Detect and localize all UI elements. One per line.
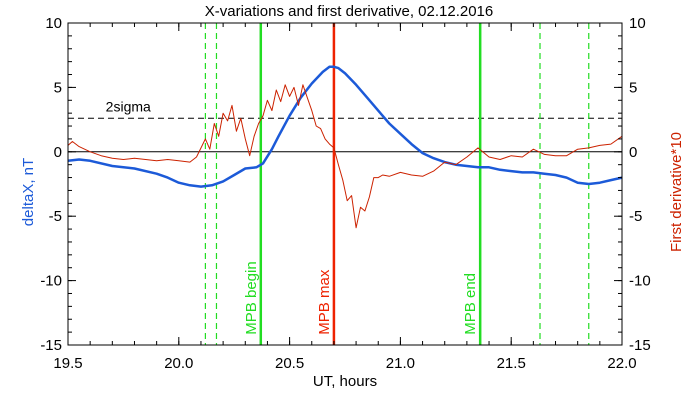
y-tick-label-right: -10 — [629, 273, 651, 290]
y-tick-label-right: 5 — [629, 79, 637, 96]
chart-title: X-variations and first derivative, 02.12… — [205, 3, 494, 20]
y-axis-label-right: First derivative*10 — [668, 132, 685, 252]
y-tick-label-left: -5 — [49, 208, 62, 225]
plot-area: 2sigma MPB begin MPB max MPB end 19.5 20.0 20.… — [40, 15, 650, 372]
plot-frame — [67, 22, 623, 346]
x-tick-label: 21.0 — [386, 355, 415, 372]
y-tick-label-right: -15 — [629, 337, 651, 354]
y-tick-label-left: -10 — [40, 273, 62, 290]
x-tick-label: 22.0 — [607, 355, 636, 372]
x-tick-label: 20.5 — [275, 355, 304, 372]
y-tick-label-right: 0 — [629, 144, 637, 161]
x-tick-label: 19.5 — [53, 355, 82, 372]
y-tick-label-right: 10 — [629, 15, 646, 32]
marker-label: MPB end — [462, 273, 479, 335]
y-tick-label-left: 0 — [54, 144, 62, 161]
marker-label: MPB begin — [243, 261, 260, 334]
x-axis-label: UT, hours — [313, 373, 377, 390]
series-line-deltaX — [67, 65, 623, 188]
y-tick-label-left: 5 — [54, 79, 62, 96]
two-sigma-label: 2sigma — [106, 98, 151, 114]
y-tick-label-left: -15 — [40, 337, 62, 354]
series-line-derivative — [67, 84, 623, 229]
y-tick-label-right: -5 — [629, 208, 642, 225]
x-tick-label: 20.0 — [164, 355, 193, 372]
marker-label: MPB max — [316, 269, 333, 335]
y-axis-label-left: deltaX, nT — [20, 158, 37, 226]
y-tick-label-left: 10 — [45, 15, 62, 32]
x-tick-label: 21.5 — [497, 355, 526, 372]
